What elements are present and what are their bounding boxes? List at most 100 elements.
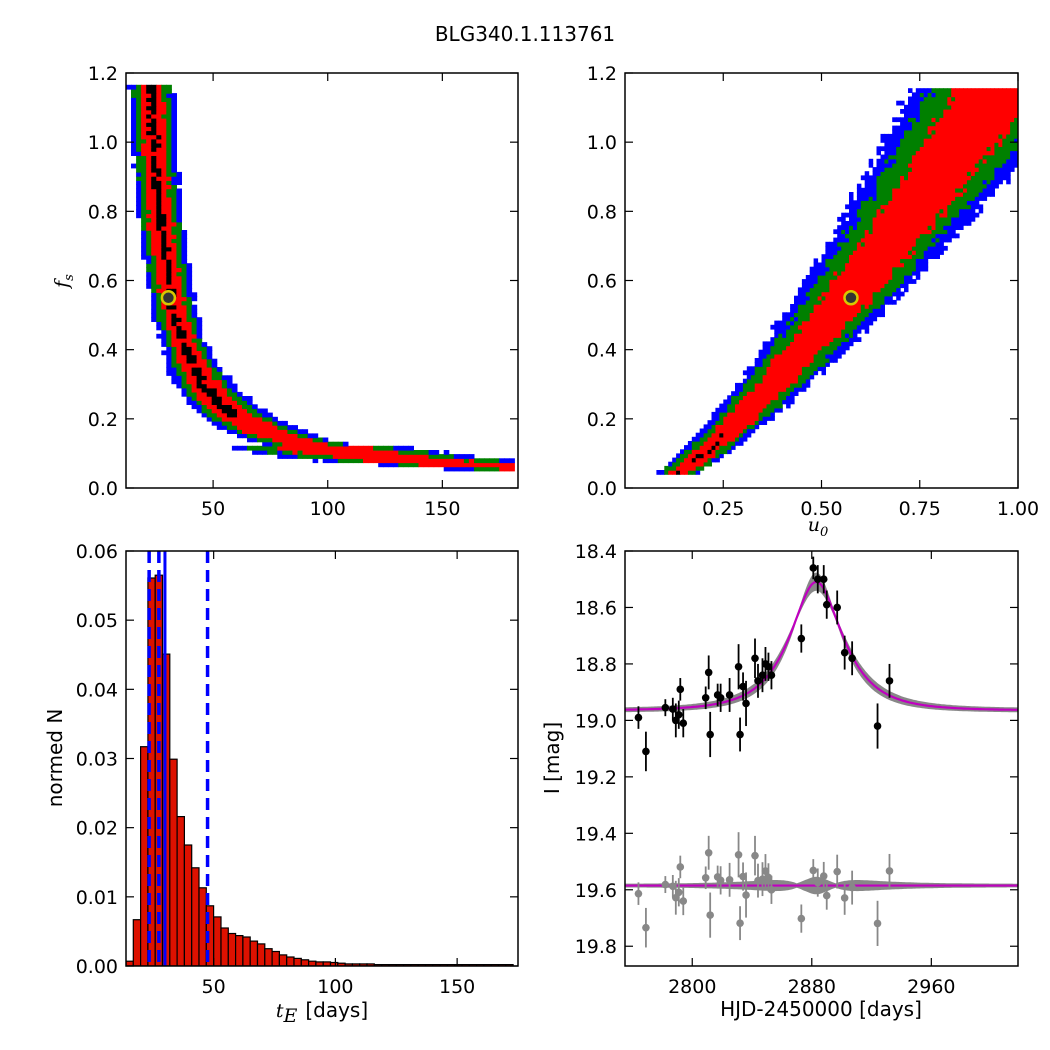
confidence-cell (216, 408, 223, 414)
confidence-cell (746, 420, 752, 425)
confidence-cell (196, 346, 203, 351)
confidence-cell (900, 250, 905, 255)
confidence-cell (915, 129, 921, 135)
confidence-cell (786, 403, 791, 409)
confidence-cell (448, 466, 455, 472)
confidence-cell (282, 429, 288, 434)
confidence-cell (1014, 117, 1018, 123)
confidence-cell (994, 121, 999, 127)
confidence-cell (146, 151, 152, 156)
confidence-cell (739, 441, 744, 446)
confidence-cell (896, 200, 901, 206)
confidence-cell (919, 187, 925, 193)
confidence-cell (955, 225, 960, 230)
confidence-cell (915, 196, 921, 201)
confidence-cell (911, 229, 917, 235)
confidence-cell (908, 150, 913, 156)
confidence-cell (151, 101, 157, 107)
confidence-cell (156, 221, 162, 227)
confidence-cell (786, 316, 791, 322)
residual-point (809, 866, 818, 875)
confidence-cell (247, 445, 253, 451)
confidence-cell (986, 117, 992, 123)
confidence-cell (196, 321, 203, 327)
confidence-cell (841, 241, 846, 247)
confidence-cell (947, 212, 952, 218)
confidence-cell (166, 250, 172, 256)
confidence-cell (699, 457, 705, 463)
confidence-cell (813, 345, 819, 351)
confidence-cell (915, 92, 921, 98)
confidence-cell (943, 204, 948, 210)
confidence-cell (731, 420, 736, 425)
confidence-cell (947, 216, 952, 222)
confidence-cell (774, 345, 779, 351)
confidence-cell (171, 221, 177, 227)
confidence-cell (845, 270, 850, 276)
confidence-cell (378, 458, 384, 464)
confidence-cell (872, 175, 878, 181)
confidence-cell (892, 254, 897, 259)
confidence-cell (166, 93, 172, 98)
confidence-cell (923, 162, 929, 168)
confidence-cell (196, 354, 203, 360)
confidence-cell (813, 337, 819, 342)
confidence-cell (919, 204, 925, 210)
confidence-cell (837, 337, 842, 342)
confidence-cell (656, 470, 661, 475)
confidence-cell (880, 216, 885, 222)
confidence-cell (766, 341, 771, 347)
confidence-cell (927, 241, 933, 247)
confidence-cell (226, 412, 233, 418)
best-fit-marker (160, 290, 177, 306)
confidence-cell (841, 233, 846, 239)
data-point (672, 716, 680, 725)
confidence-cell (963, 187, 968, 193)
confidence-cell (911, 167, 917, 172)
confidence-cell (141, 167, 147, 173)
confidence-cell (715, 432, 720, 438)
confidence-cell (852, 208, 858, 214)
confidence-cell (817, 299, 823, 305)
confidence-cell (904, 150, 909, 156)
confidence-cell (896, 142, 901, 147)
confidence-cell (821, 341, 826, 347)
confidence-cell (978, 125, 984, 131)
confidence-cell (166, 313, 172, 318)
confidence-cell (849, 225, 854, 230)
confidence-cell (337, 441, 344, 447)
confidence-cell (136, 163, 142, 169)
confidence-cell (794, 328, 799, 334)
confidence-cell (161, 176, 167, 181)
confidence-cell (935, 221, 940, 226)
confidence-cell (809, 353, 815, 359)
confidence-cell (373, 454, 379, 459)
confidence-cell (998, 96, 1003, 102)
confidence-cell (680, 449, 685, 455)
confidence-cell (915, 245, 921, 251)
confidence-cell (262, 416, 268, 422)
confidence-cell (904, 179, 909, 185)
confidence-cell (935, 183, 940, 189)
confidence-cell (935, 133, 940, 139)
confidence-cell (809, 316, 815, 322)
confidence-cell (943, 154, 948, 160)
confidence-cell (978, 142, 984, 147)
confidence-cell (171, 337, 177, 343)
confidence-cell (915, 200, 921, 206)
confidence-cell (141, 134, 147, 140)
confidence-cell (864, 279, 870, 284)
confidence-cell (845, 229, 850, 235)
confidence-cell (888, 175, 893, 181)
confidence-cell (794, 341, 799, 347)
confidence-cell (151, 213, 157, 219)
confidence-cell (171, 362, 177, 368)
confidence-cell (758, 403, 764, 409)
confidence-cell (136, 151, 142, 156)
confidence-cell (801, 308, 807, 313)
confidence-cell (880, 304, 885, 309)
confidence-cell (746, 370, 752, 376)
confidence-cell (151, 271, 157, 277)
confidence-cell (742, 411, 748, 417)
confidence-cell (911, 216, 917, 222)
